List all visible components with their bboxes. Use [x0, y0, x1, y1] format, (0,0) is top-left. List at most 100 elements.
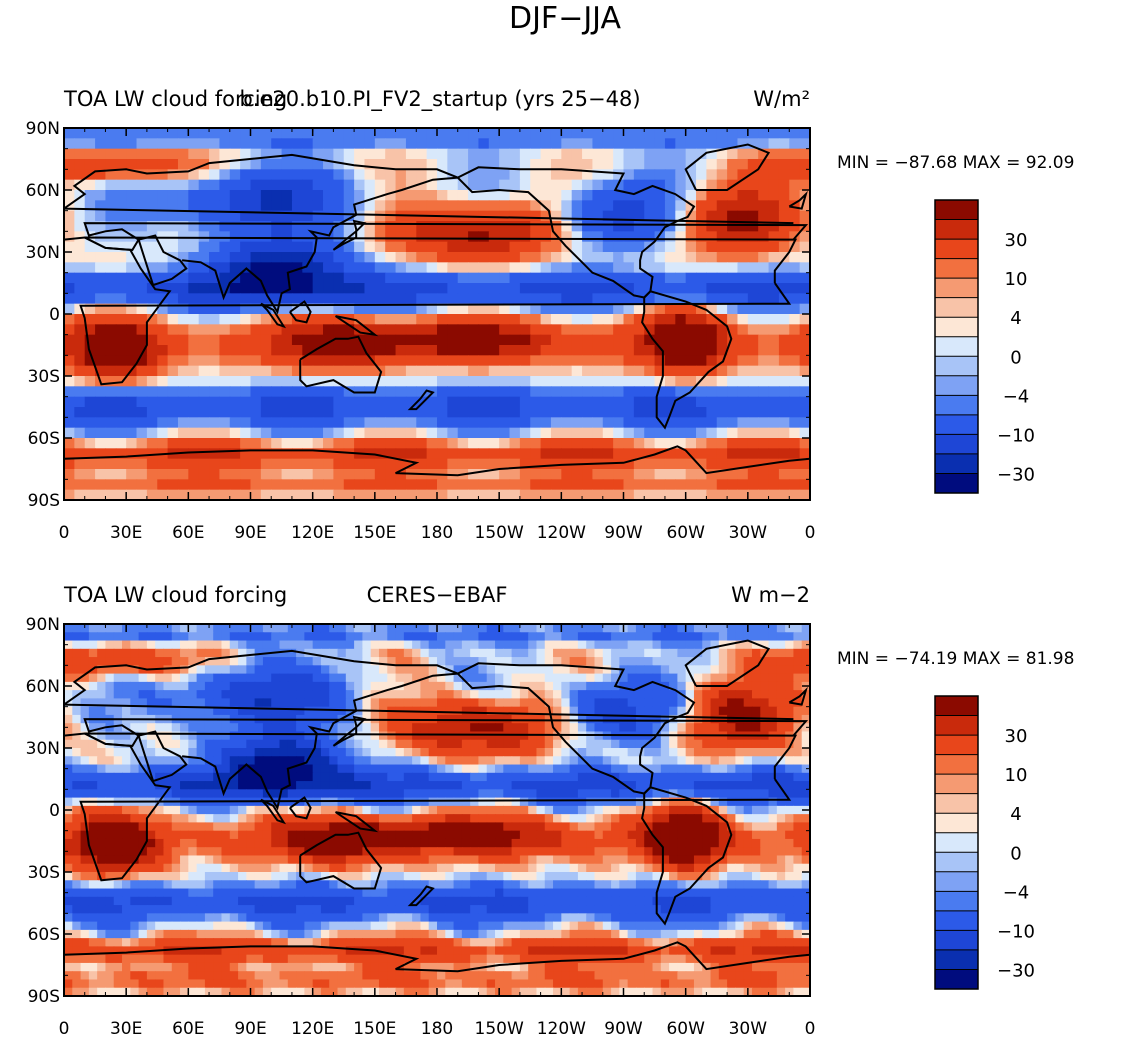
field-cell	[229, 148, 241, 160]
field-cell	[370, 673, 380, 683]
field-cell	[550, 469, 562, 480]
field-cell	[654, 355, 666, 367]
field-cell	[488, 159, 500, 170]
field-cell	[602, 190, 614, 201]
field-cell	[528, 748, 538, 757]
coastline	[299, 335, 383, 394]
field-cell	[95, 386, 107, 398]
field-cell	[696, 190, 707, 201]
field-cell	[747, 448, 759, 460]
field-cell	[488, 458, 500, 470]
field-cell	[571, 200, 583, 212]
field-cell	[229, 756, 239, 766]
field-cell	[260, 448, 272, 460]
field-cell	[320, 797, 330, 807]
field-cell	[758, 438, 770, 449]
field-cell	[219, 458, 231, 470]
field-cell	[74, 479, 86, 491]
field-cell	[677, 805, 687, 815]
field-cell	[768, 706, 778, 716]
field-cell	[528, 723, 538, 733]
field-cell	[281, 221, 293, 232]
field-cell	[499, 355, 511, 367]
field-cell	[405, 128, 417, 139]
field-cell	[105, 334, 117, 346]
field-cell	[281, 469, 293, 480]
field-cell	[262, 640, 272, 650]
field-cell	[240, 252, 252, 263]
field-cell	[130, 640, 140, 650]
field-cell	[785, 723, 795, 733]
field-cell	[702, 665, 712, 675]
field-cell	[437, 797, 446, 807]
field-cell	[499, 386, 511, 398]
field-cell	[706, 138, 718, 150]
field-cell	[271, 283, 283, 294]
field-cell	[271, 731, 281, 741]
field-cell	[323, 283, 334, 294]
field-cell	[426, 345, 438, 356]
field-cell	[602, 396, 614, 408]
field-cell	[747, 314, 759, 325]
field-cell	[97, 781, 107, 790]
field-cell	[279, 756, 289, 766]
field-cell	[536, 690, 546, 699]
field-cell	[329, 624, 339, 633]
field-cell	[768, 438, 780, 449]
field-cell	[569, 723, 579, 733]
field-cell	[528, 698, 538, 708]
field-cell	[213, 739, 223, 749]
field-cell	[561, 814, 571, 823]
field-cell	[312, 469, 324, 480]
field-cell	[136, 159, 148, 170]
field-cell	[785, 789, 795, 799]
field-cell	[180, 706, 189, 716]
field-cell	[664, 489, 676, 500]
field-cell	[457, 272, 469, 284]
field-cell	[716, 241, 728, 253]
field-cell	[664, 293, 676, 305]
field-cell	[167, 221, 179, 232]
field-cell	[778, 407, 790, 418]
field-cell	[105, 252, 117, 263]
field-cell	[602, 365, 614, 377]
field-cell	[654, 427, 666, 439]
field-cell	[204, 764, 214, 774]
field-cell	[281, 407, 293, 418]
field-cell	[370, 665, 380, 675]
field-cell	[221, 772, 231, 782]
field-cell	[337, 739, 347, 749]
field-cell	[171, 748, 181, 757]
field-cell	[571, 262, 583, 274]
field-cell	[113, 640, 123, 650]
field-cell	[652, 797, 662, 807]
field-cell	[660, 657, 670, 666]
field-cell	[801, 789, 810, 799]
field-cell	[354, 252, 366, 263]
field-cell	[664, 179, 676, 191]
field-cell	[785, 632, 795, 642]
field-cell	[312, 283, 324, 294]
field-cell	[499, 396, 511, 408]
field-cell	[188, 438, 200, 449]
field-cell	[260, 210, 272, 222]
field-cell	[157, 169, 169, 181]
field-cell	[685, 772, 695, 782]
field-cell	[669, 640, 678, 650]
field-cell	[229, 365, 241, 377]
field-cell	[677, 739, 687, 749]
field-cell	[685, 781, 695, 790]
field-cell	[405, 345, 417, 356]
field-cell	[758, 386, 770, 398]
field-cell	[519, 673, 529, 683]
field-cell	[654, 334, 666, 346]
field-cell	[323, 345, 334, 356]
field-cell	[778, 427, 790, 439]
field-cell	[64, 814, 73, 823]
field-cell	[95, 221, 107, 232]
field-cell	[426, 252, 438, 263]
field-cell	[219, 303, 231, 315]
field-cell	[323, 148, 334, 160]
field-cell	[623, 200, 635, 212]
field-cell	[495, 640, 504, 650]
